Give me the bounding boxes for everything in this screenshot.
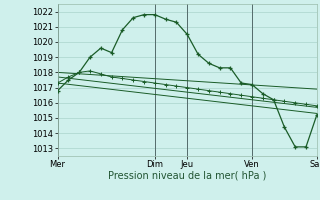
X-axis label: Pression niveau de la mer( hPa ): Pression niveau de la mer( hPa ): [108, 171, 266, 181]
